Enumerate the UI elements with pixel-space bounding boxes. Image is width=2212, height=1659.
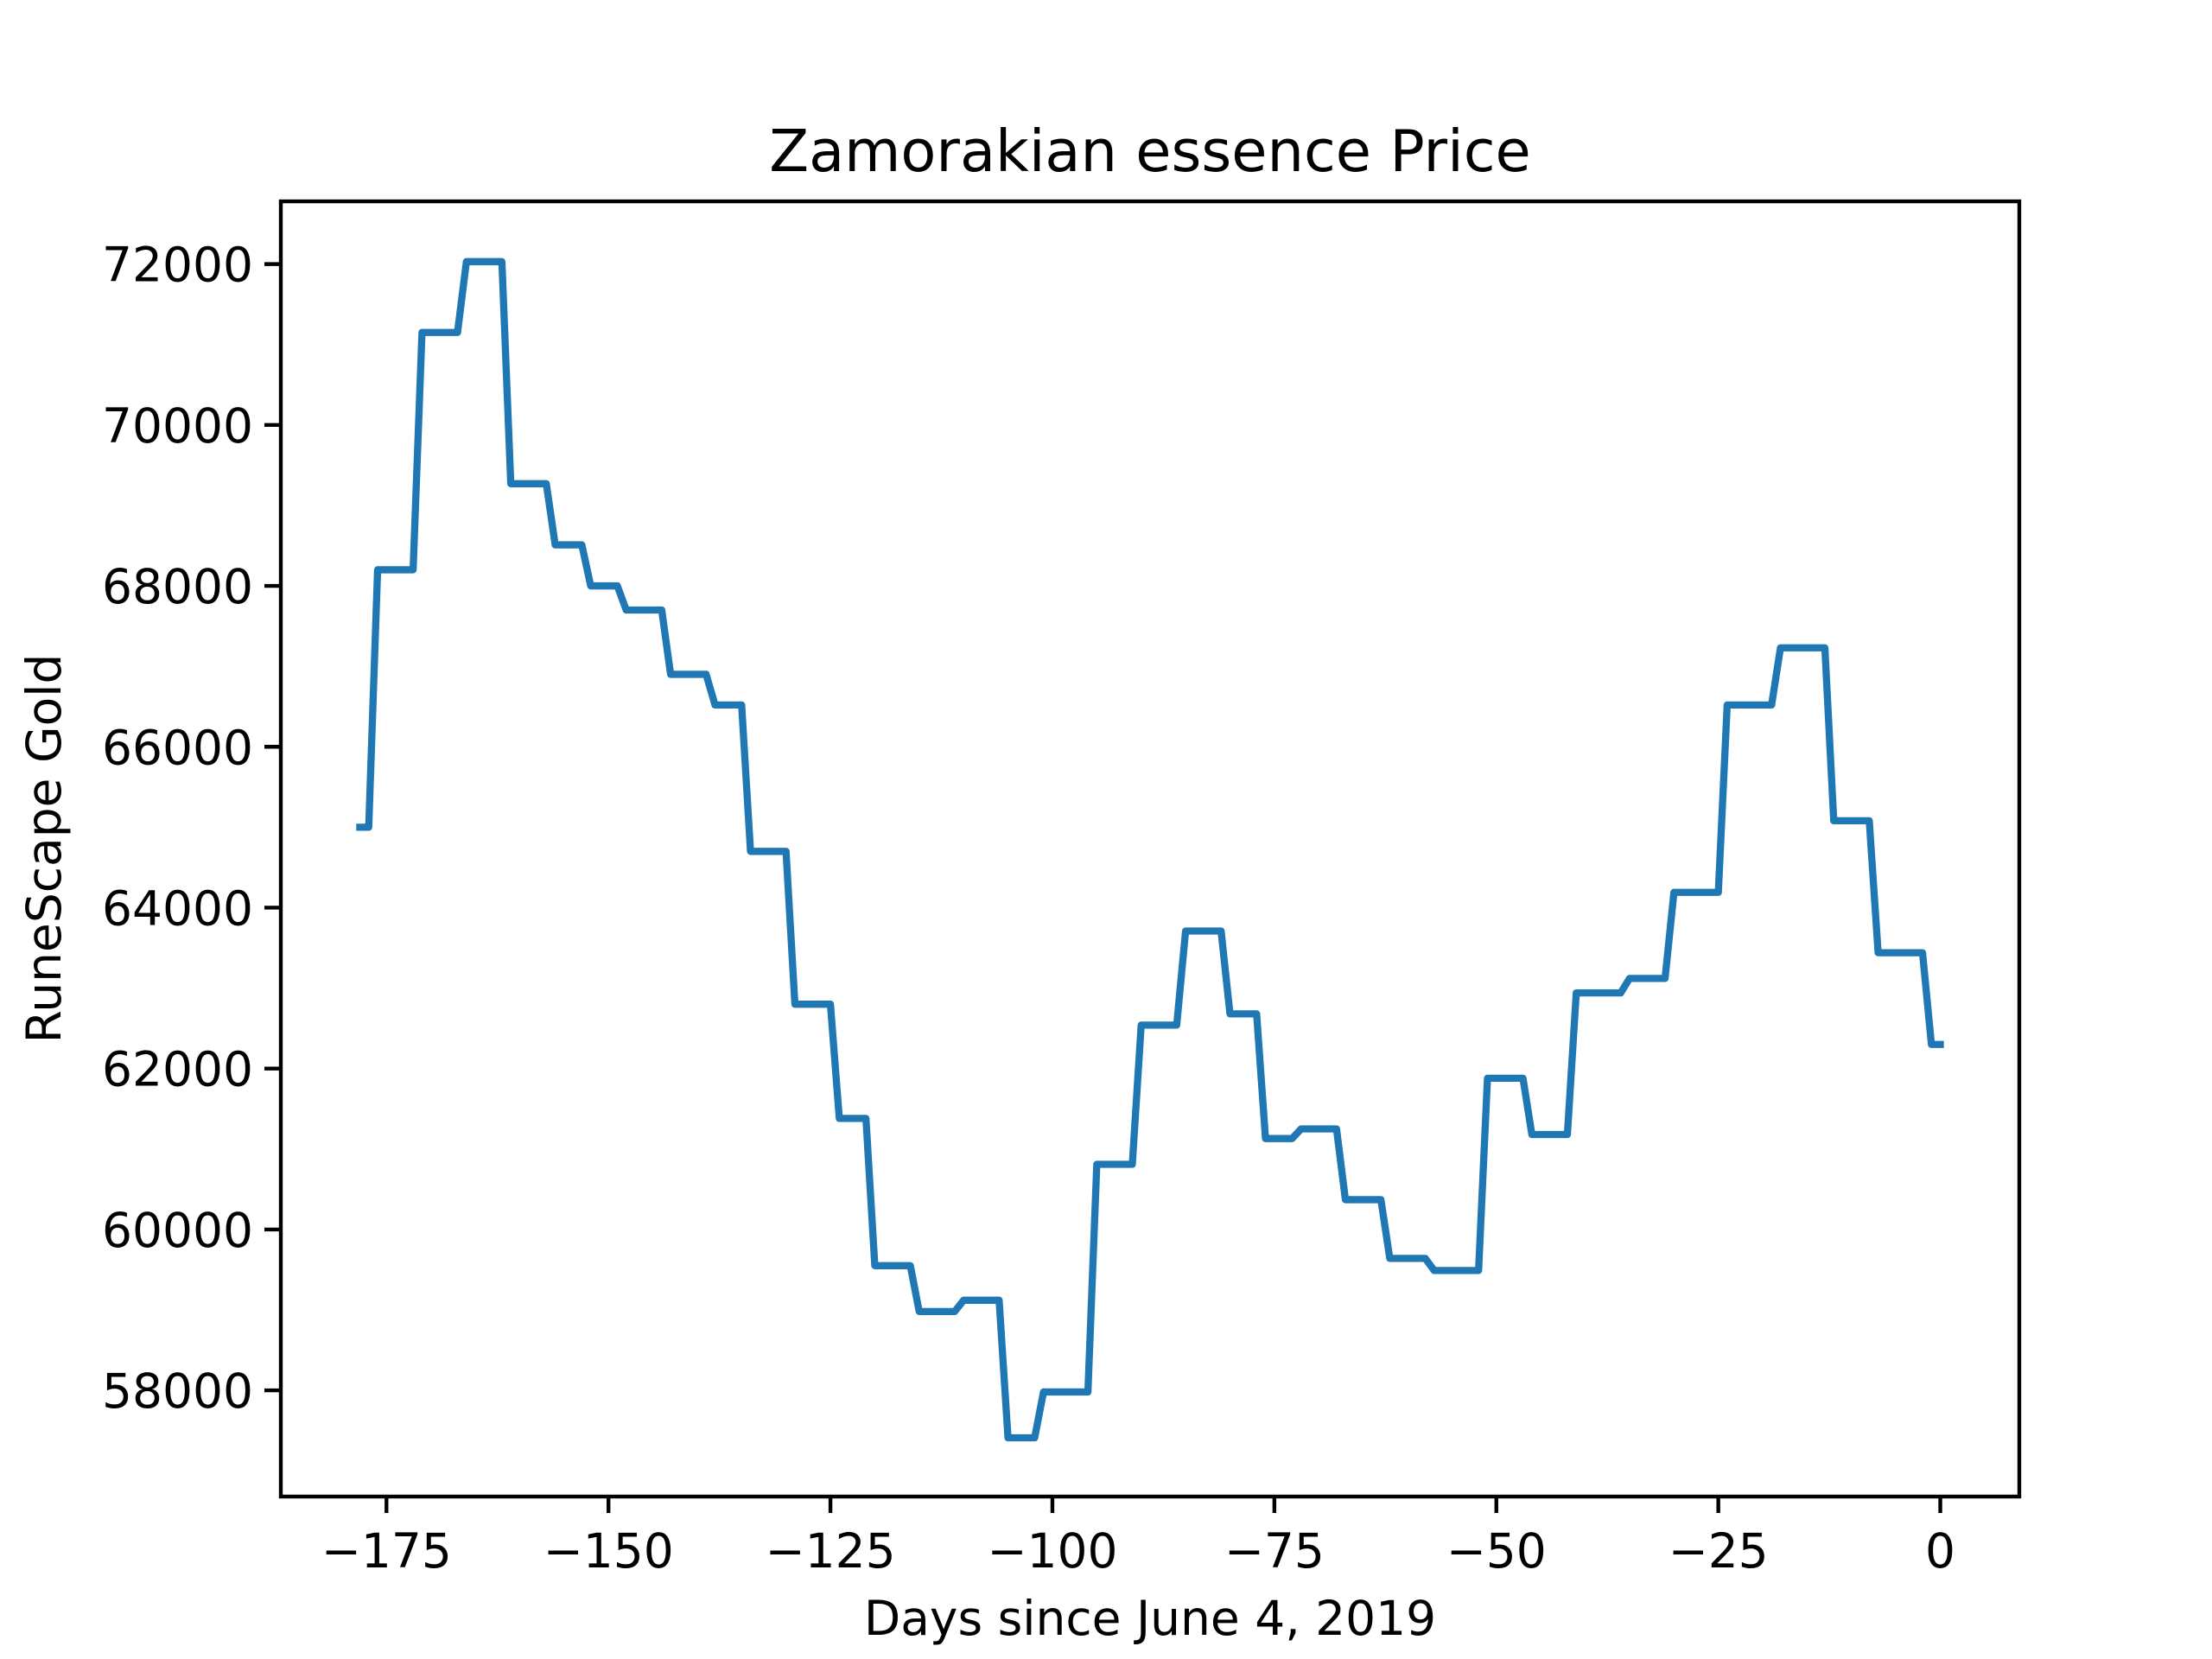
- x-tick-label: −175: [321, 1523, 452, 1579]
- x-tick-label: −150: [543, 1523, 674, 1579]
- x-tick-label: −50: [1446, 1523, 1547, 1579]
- x-tick-label: −100: [987, 1523, 1117, 1579]
- x-tick-label: −25: [1669, 1523, 1769, 1579]
- x-tick-label: −125: [766, 1523, 896, 1579]
- y-tick-label: 68000: [102, 559, 253, 614]
- price-line: [356, 257, 1944, 1442]
- y-tick-label: 60000: [102, 1203, 253, 1258]
- y-tick-label: 66000: [102, 720, 253, 775]
- y-axis-label: RuneScape Gold: [16, 654, 72, 1044]
- chart-title: Zamorakian essence Price: [769, 118, 1531, 185]
- y-tick-label: 64000: [102, 880, 253, 936]
- plot-frame: [278, 199, 2022, 1499]
- x-axis-label: Days since June 4, 2019: [864, 1591, 1436, 1646]
- y-tick-label: 58000: [102, 1363, 253, 1419]
- y-tick-label: 72000: [102, 238, 253, 293]
- x-tick-label: 0: [1925, 1523, 1955, 1579]
- x-tick-label: −75: [1224, 1523, 1325, 1579]
- y-tick-label: 62000: [102, 1042, 253, 1097]
- y-tick-label: 70000: [102, 398, 253, 454]
